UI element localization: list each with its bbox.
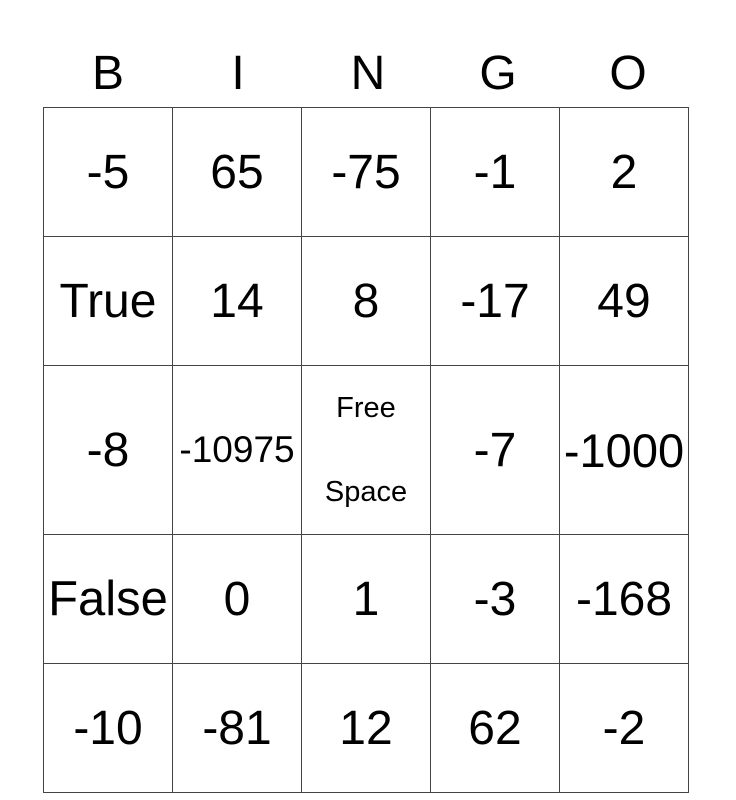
bingo-header: B I N G O [43,44,693,104]
bingo-cell: -75 [301,107,431,237]
bingo-cell: False [43,534,173,664]
bingo-cell: -10 [43,663,173,793]
header-letter-g: G [479,47,517,100]
bingo-cell: -7 [430,365,560,535]
free-space-line: Space [324,476,408,508]
bingo-cell: -10975 [172,365,302,535]
free-space-line: Free [336,392,396,424]
bingo-cell: -17 [430,236,560,366]
header-letter-i: I [231,47,245,100]
bingo-cell: 1 [301,534,431,664]
bingo-cell: 8 [301,236,431,366]
bingo-cell: 49 [559,236,689,366]
grid-row: True 14 8 -17 49 [43,236,689,366]
free-space-cell: Free Space [301,365,431,535]
bingo-cell: 14 [172,236,302,366]
bingo-cell: 62 [430,663,560,793]
header-letter-o: O [609,47,647,100]
bingo-cell: -81 [172,663,302,793]
bingo-cell: -3 [430,534,560,664]
grid-row: -5 65 -75 -1 2 [43,107,689,237]
bingo-grid: -5 65 -75 -1 2 True 14 8 -17 49 -8 -1097… [43,107,689,793]
bingo-cell: 65 [172,107,302,237]
bingo-cell: 0 [172,534,302,664]
header-letter-n: N [350,47,386,100]
bingo-cell: -5 [43,107,173,237]
grid-row: -8 -10975 Free Space -7 -1000 [43,365,689,535]
bingo-cell: -1 [430,107,560,237]
bingo-cell: -168 [559,534,689,664]
bingo-cell: -1000 [559,365,689,535]
bingo-cell: -2 [559,663,689,793]
header-letter-b: B [91,47,124,100]
grid-row: False 0 1 -3 -168 [43,534,689,664]
bingo-cell: True [43,236,173,366]
bingo-cell: 12 [301,663,431,793]
grid-row: -10 -81 12 62 -2 [43,663,689,793]
bingo-cell: 2 [559,107,689,237]
bingo-cell: -8 [43,365,173,535]
